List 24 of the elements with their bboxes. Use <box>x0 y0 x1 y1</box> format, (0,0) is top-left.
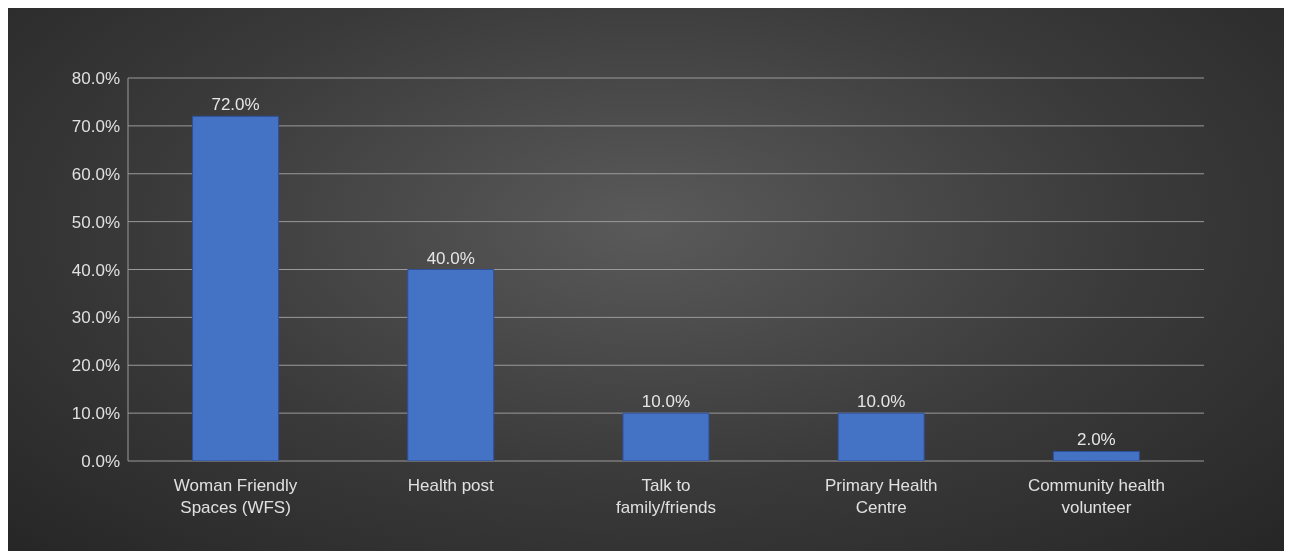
bar <box>622 412 710 461</box>
x-tick-label: Community health volunteer <box>1027 476 1165 517</box>
data-label: 10.0% <box>857 392 906 412</box>
y-tick-label: 0.0% <box>81 452 120 472</box>
bar <box>1052 450 1140 461</box>
x-tick-label: Woman Friendly Spaces (WFS) <box>173 476 298 517</box>
y-tick-label: 70.0% <box>71 116 120 136</box>
y-tick-label: 40.0% <box>71 260 120 280</box>
y-tick-label: 50.0% <box>71 212 120 232</box>
data-label: 2.0% <box>1076 430 1116 450</box>
y-tick-label: 80.0% <box>71 69 120 89</box>
x-tick-label: Health post <box>407 476 495 495</box>
x-tick-label: Talk to family/friends <box>615 476 717 517</box>
data-label: 72.0% <box>211 95 260 115</box>
bar <box>192 115 280 461</box>
y-tick-label: 60.0% <box>71 164 120 184</box>
bar <box>837 412 925 461</box>
y-tick-label: 30.0% <box>71 308 120 328</box>
data-label: 40.0% <box>426 248 475 268</box>
data-label: 10.0% <box>641 392 691 412</box>
y-tick-label: 10.0% <box>71 404 120 424</box>
bar <box>407 269 495 461</box>
x-tick-label: Primary Health Centre <box>824 476 938 517</box>
y-tick-label: 20.0% <box>71 356 120 376</box>
